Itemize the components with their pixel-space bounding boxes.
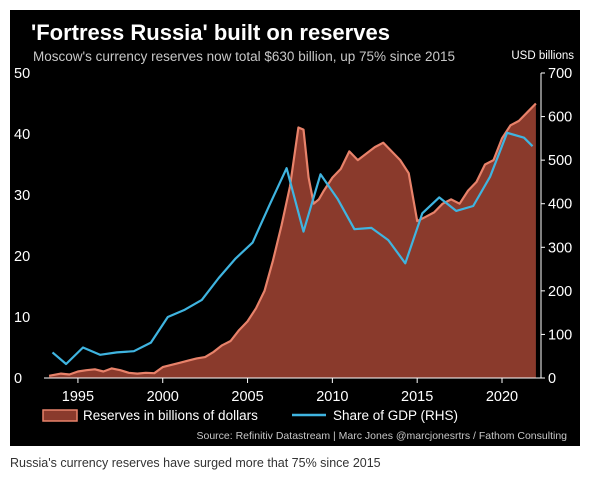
y-right-tick-label: 400 [548,197,572,213]
legend: Reserves in billions of dollars Share of… [42,408,458,423]
y-left-tick-label: 50 [14,66,30,82]
x-tick-label: 2010 [316,389,348,405]
chart: 'Fortress Russia' built on reserves Mosc… [14,20,574,442]
x-tick-label: 1995 [62,389,94,405]
y-left-tick-label: 30 [14,188,30,204]
source-note: Source: Refinitiv Datastream | Marc Jone… [196,430,567,442]
y-right-tick-label: 200 [548,284,572,300]
y-left-tick-label: 40 [14,127,30,143]
axes: 1995 2000 2005 2010 2015 20200102030405001002… [14,66,572,405]
right-axis-unit-label: USD billions [511,50,574,62]
legend-swatch-reserves [42,409,78,422]
image-caption: Russia's currency reserves have surged m… [10,456,381,470]
x-tick-label: 2020 [486,389,518,405]
y-right-tick-label: 100 [548,327,572,343]
plot-area [48,102,537,378]
x-tick-label: 2000 [147,389,179,405]
share-of-gdp-line [51,131,534,366]
legend-label-share: Share of GDP (RHS) [333,408,458,423]
x-tick-label: 2005 [231,389,263,405]
y-left-tick-label: 20 [14,249,30,265]
y-right-tick-label: 700 [548,66,572,82]
y-right-tick-label: 500 [548,153,572,169]
reserves-area [49,103,536,378]
legend-label-reserves: Reserves in billions of dollars [83,408,258,423]
chart-subtitle: Moscow's currency reserves now total $63… [33,49,455,64]
y-right-tick-label: 0 [548,371,556,387]
y-left-tick-label: 10 [14,310,30,326]
x-tick-label: 2015 [401,389,433,405]
chart-title: 'Fortress Russia' built on reserves [31,20,390,45]
y-right-tick-label: 300 [548,240,572,256]
y-left-tick-label: 0 [14,371,22,387]
reserves-line [48,102,537,377]
chart-panel: 'Fortress Russia' built on reserves Mosc… [10,10,580,446]
y-right-tick-label: 600 [548,110,572,126]
